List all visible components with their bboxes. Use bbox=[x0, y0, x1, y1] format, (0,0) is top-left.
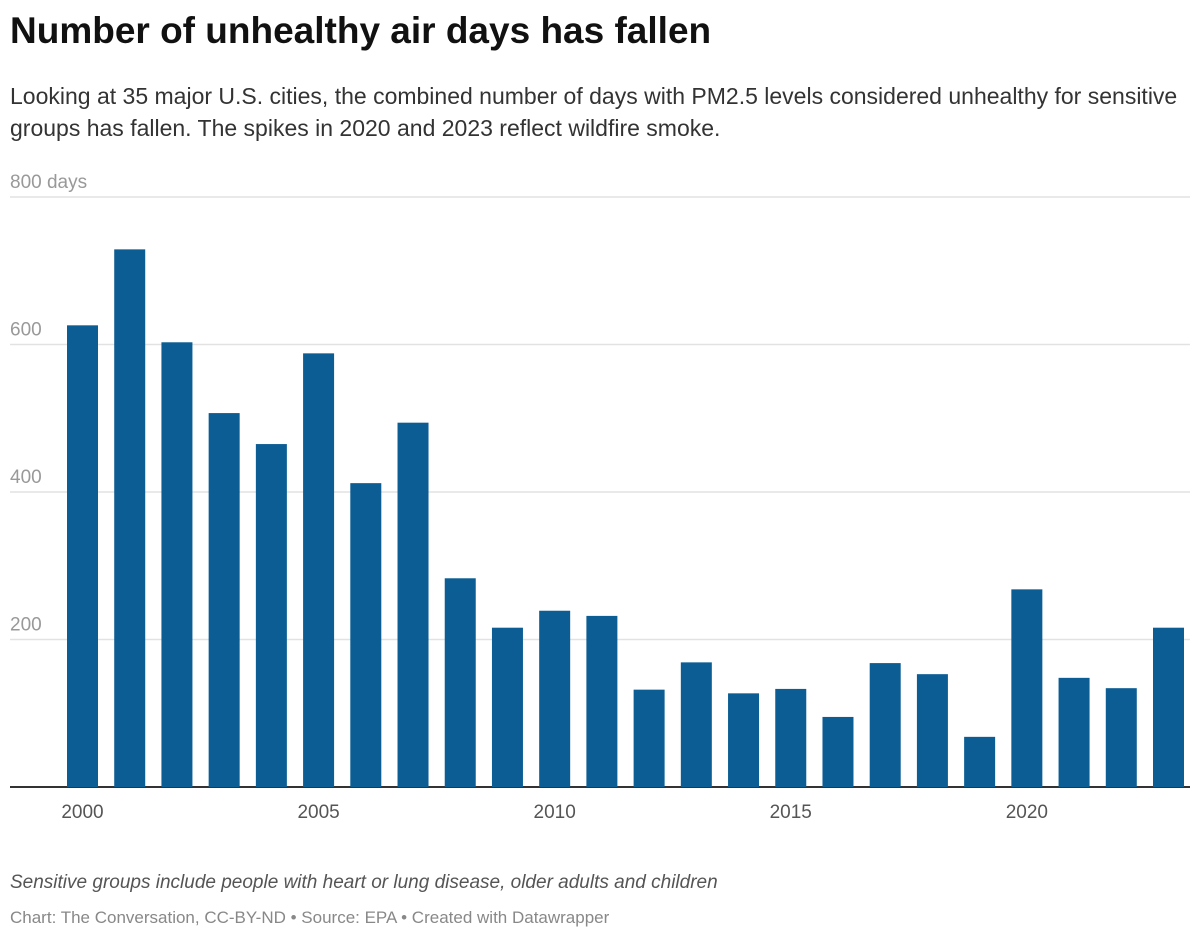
bar-2006 bbox=[350, 483, 382, 787]
bar-2014 bbox=[728, 693, 760, 787]
bar-2003 bbox=[208, 413, 240, 787]
chart-title: Number of unhealthy air days has fallen bbox=[10, 10, 712, 51]
bar-2001 bbox=[114, 249, 146, 788]
bar-2023 bbox=[1153, 627, 1184, 787]
chart-credit: Chart: The Conversation, CC-BY-ND • Sour… bbox=[10, 908, 610, 927]
bar-2000 bbox=[67, 325, 98, 787]
bar-2015 bbox=[775, 688, 807, 787]
y-tick-label: 400 bbox=[10, 467, 42, 488]
chart-subtitle: Looking at 35 major U.S. cities, the com… bbox=[10, 83, 1178, 141]
bar-chart: 800 days 600 400 200 2000 2005 2010 2015 2020 bbox=[10, 172, 1190, 823]
bar-2010 bbox=[539, 610, 571, 787]
x-tick-label: 2020 bbox=[1006, 802, 1048, 823]
bar-2012 bbox=[633, 689, 665, 787]
chart-note: Sensitive groups include people with hea… bbox=[10, 872, 718, 893]
y-tick-label: 600 bbox=[10, 320, 42, 341]
bar-2017 bbox=[869, 663, 901, 787]
bar-2004 bbox=[255, 444, 287, 787]
bar-2007 bbox=[397, 422, 429, 787]
bar-2016 bbox=[822, 716, 854, 787]
x-tick-label: 2010 bbox=[534, 802, 576, 823]
bar-2009 bbox=[491, 627, 523, 787]
y-tick-label: 200 bbox=[10, 615, 42, 636]
bar-2011 bbox=[586, 615, 618, 787]
x-tick-label: 2000 bbox=[61, 802, 103, 823]
bar-2018 bbox=[916, 674, 948, 787]
bar-2005 bbox=[303, 353, 335, 787]
bar-2021 bbox=[1058, 677, 1090, 787]
bar-2002 bbox=[161, 342, 193, 787]
y-tick-label: 800 days bbox=[10, 172, 87, 193]
bar-2008 bbox=[444, 578, 476, 787]
x-tick-label: 2015 bbox=[770, 802, 812, 823]
bar-2022 bbox=[1105, 688, 1137, 787]
bar-2020 bbox=[1011, 589, 1043, 787]
bar-2013 bbox=[680, 662, 712, 787]
bar-2019 bbox=[964, 736, 996, 787]
x-tick-label: 2005 bbox=[297, 802, 339, 823]
